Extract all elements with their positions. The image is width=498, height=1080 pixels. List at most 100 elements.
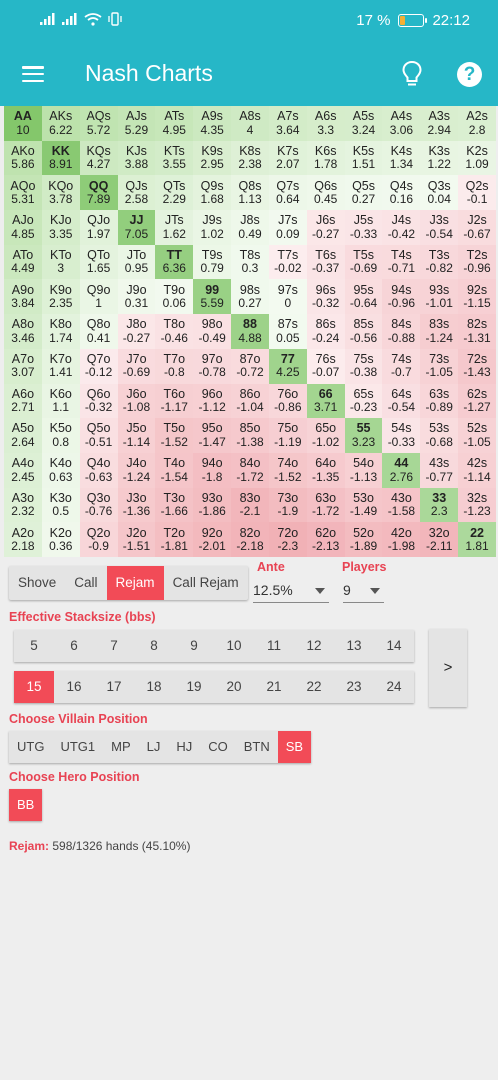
hand-cell[interactable]: 42s -1.14	[458, 452, 496, 488]
hand-cell[interactable]: 55 3.23	[344, 418, 383, 453]
hand-cell[interactable]: J4s -0.42	[382, 210, 421, 245]
hand-cell[interactable]: T4s -0.71	[382, 244, 421, 280]
hand-cell[interactable]: Q6s 0.45	[306, 175, 345, 211]
hand-cell[interactable]: 96o -1.12	[193, 383, 232, 419]
hand-cell[interactable]: K4o 0.63	[41, 452, 80, 488]
hand-cell[interactable]: K6s 1.78	[306, 140, 345, 176]
hand-cell[interactable]: A4o 2.45	[4, 452, 42, 488]
hand-cell[interactable]: 97s 0	[268, 279, 307, 315]
hand-cell[interactable]: T3s -0.82	[420, 244, 459, 280]
hand-cell[interactable]: 73o -1.9	[268, 487, 307, 523]
hand-cell[interactable]: KQs 4.27	[79, 140, 118, 176]
hand-cell[interactable]: J6o -1.08	[117, 383, 156, 419]
hand-cell[interactable]: 92o -2.01	[193, 522, 232, 557]
hand-cell[interactable]: 87o -0.72	[231, 348, 269, 384]
hand-cell[interactable]: Q8s 1.13	[231, 175, 269, 211]
hand-cell[interactable]: Q3o -0.76	[79, 487, 118, 523]
hand-cell[interactable]: 87s 0.05	[268, 314, 307, 349]
hand-cell[interactable]: 72o -2.3	[268, 522, 307, 557]
hand-cell[interactable]: Q3s 0.04	[420, 175, 459, 211]
hand-cell[interactable]: ATs 4.95	[155, 106, 194, 141]
hand-cell[interactable]: K5s 1.51	[344, 140, 383, 176]
lightbulb-icon[interactable]	[400, 60, 424, 88]
hand-cell[interactable]: 52s -1.05	[458, 418, 496, 453]
hand-cell[interactable]: 76s -0.07	[306, 348, 345, 384]
hand-cell[interactable]: QJs 2.58	[117, 175, 156, 211]
stacksize-option[interactable]: 12	[306, 638, 322, 653]
hand-cell[interactable]: J5o -1.14	[117, 418, 156, 453]
stacksize-option[interactable]: 15	[14, 671, 54, 703]
hand-cell[interactable]: TT 6.36	[155, 244, 194, 280]
hand-cell[interactable]: T9o 0.06	[155, 279, 194, 315]
hand-cell[interactable]: 83o -2.1	[231, 487, 269, 523]
hand-cell[interactable]: 65s -0.23	[344, 383, 383, 419]
hand-cell[interactable]: QQ 7.89	[79, 175, 118, 211]
hand-cell[interactable]: 52o -1.89	[344, 522, 383, 557]
hand-cell[interactable]: 82o -2.18	[231, 522, 269, 557]
action-shove[interactable]: Shove	[18, 575, 57, 590]
hand-cell[interactable]: 65o -1.02	[306, 418, 345, 453]
hand-cell[interactable]: 66 3.71	[306, 383, 345, 419]
hand-cell[interactable]: 74s -0.7	[382, 348, 421, 384]
hand-cell[interactable]: A6s 3.3	[306, 106, 345, 141]
hand-cell[interactable]: 42o -1.98	[382, 522, 421, 557]
hand-cell[interactable]: 93o -1.86	[193, 487, 232, 523]
hand-cell[interactable]: A6o 2.71	[4, 383, 42, 419]
stacksize-option[interactable]: 21	[266, 679, 282, 694]
hand-cell[interactable]: AKo 5.86	[4, 140, 42, 176]
hand-cell[interactable]: 64o -1.35	[306, 452, 345, 488]
hand-cell[interactable]: Q2o -0.9	[79, 522, 118, 557]
hand-cell[interactable]: A9s 4.35	[193, 106, 232, 141]
hand-cell[interactable]: Q8o 0.41	[79, 314, 118, 349]
hand-cell[interactable]: Q9o 1	[79, 279, 118, 315]
hand-cell[interactable]: J3o -1.36	[117, 487, 156, 523]
hand-cell[interactable]: A5s 3.24	[344, 106, 383, 141]
stacksize-option[interactable]: 5	[30, 638, 38, 653]
hand-cell[interactable]: 44 2.76	[382, 452, 421, 488]
hand-cell[interactable]: 93s -1.01	[420, 279, 459, 315]
stacksize-option[interactable]: 7	[110, 638, 118, 653]
hand-cell[interactable]: Q4s 0.16	[382, 175, 421, 211]
hand-cell[interactable]: Q7o -0.12	[79, 348, 118, 384]
action-rejam[interactable]: Rejam	[106, 566, 164, 600]
hand-cell[interactable]: T8o -0.46	[155, 314, 194, 349]
hand-cell[interactable]: K6o 1.1	[41, 383, 80, 419]
hand-cell[interactable]: AKs 6.22	[41, 106, 80, 141]
hand-cell[interactable]: J2s -0.67	[458, 210, 496, 245]
hand-cell[interactable]: 86o -1.04	[231, 383, 269, 419]
hand-cell[interactable]: AA 10	[4, 106, 42, 141]
hand-cell[interactable]: T3o -1.66	[155, 487, 194, 523]
hand-cell[interactable]: KJs 3.88	[117, 140, 156, 176]
hand-cell[interactable]: KTs 3.55	[155, 140, 194, 176]
hand-cell[interactable]: J8s 0.49	[231, 210, 269, 245]
hand-cell[interactable]: 98o -0.49	[193, 314, 232, 349]
hand-cell[interactable]: Q7s 0.64	[268, 175, 307, 211]
stacksize-option[interactable]: 23	[346, 679, 362, 694]
hand-cell[interactable]: 63s -0.89	[420, 383, 459, 419]
hand-cell[interactable]: QJo 1.97	[79, 210, 118, 245]
hand-cell[interactable]: JTo 0.95	[117, 244, 156, 280]
hand-cell[interactable]: T6o -1.17	[155, 383, 194, 419]
villain-position-option-btn[interactable]: BTN	[243, 739, 270, 754]
hand-cell[interactable]: 33 2.3	[420, 487, 459, 523]
hand-cell[interactable]: T2s -0.96	[458, 244, 496, 280]
stacksize-option[interactable]: 14	[386, 638, 402, 653]
villain-position-option-mp[interactable]: MP	[111, 739, 131, 754]
stacksize-option[interactable]: 22	[306, 679, 322, 694]
hand-cell[interactable]: A2s 2.8	[458, 106, 496, 141]
hand-cell[interactable]: Q5o -0.51	[79, 418, 118, 453]
hand-cell[interactable]: 82s -1.31	[458, 314, 496, 349]
stacksize-option[interactable]: 18	[146, 679, 162, 694]
hand-cell[interactable]: 63o -1.72	[306, 487, 345, 523]
action-call[interactable]: Call	[74, 575, 98, 590]
hand-cell[interactable]: 84s -0.88	[382, 314, 421, 349]
hand-cell[interactable]: 76o -0.86	[268, 383, 307, 419]
hand-cell[interactable]: 99 5.59	[193, 279, 232, 315]
hand-cell[interactable]: KQo 3.78	[41, 175, 80, 211]
hand-cell[interactable]: T5s -0.69	[344, 244, 383, 280]
hand-cell[interactable]: T9s 0.79	[193, 244, 232, 280]
hand-cell[interactable]: T7o -0.8	[155, 348, 194, 384]
hand-cell[interactable]: T8s 0.3	[231, 244, 269, 280]
hand-cell[interactable]: 62s -1.27	[458, 383, 496, 419]
hand-cell[interactable]: J4o -1.24	[117, 452, 156, 488]
